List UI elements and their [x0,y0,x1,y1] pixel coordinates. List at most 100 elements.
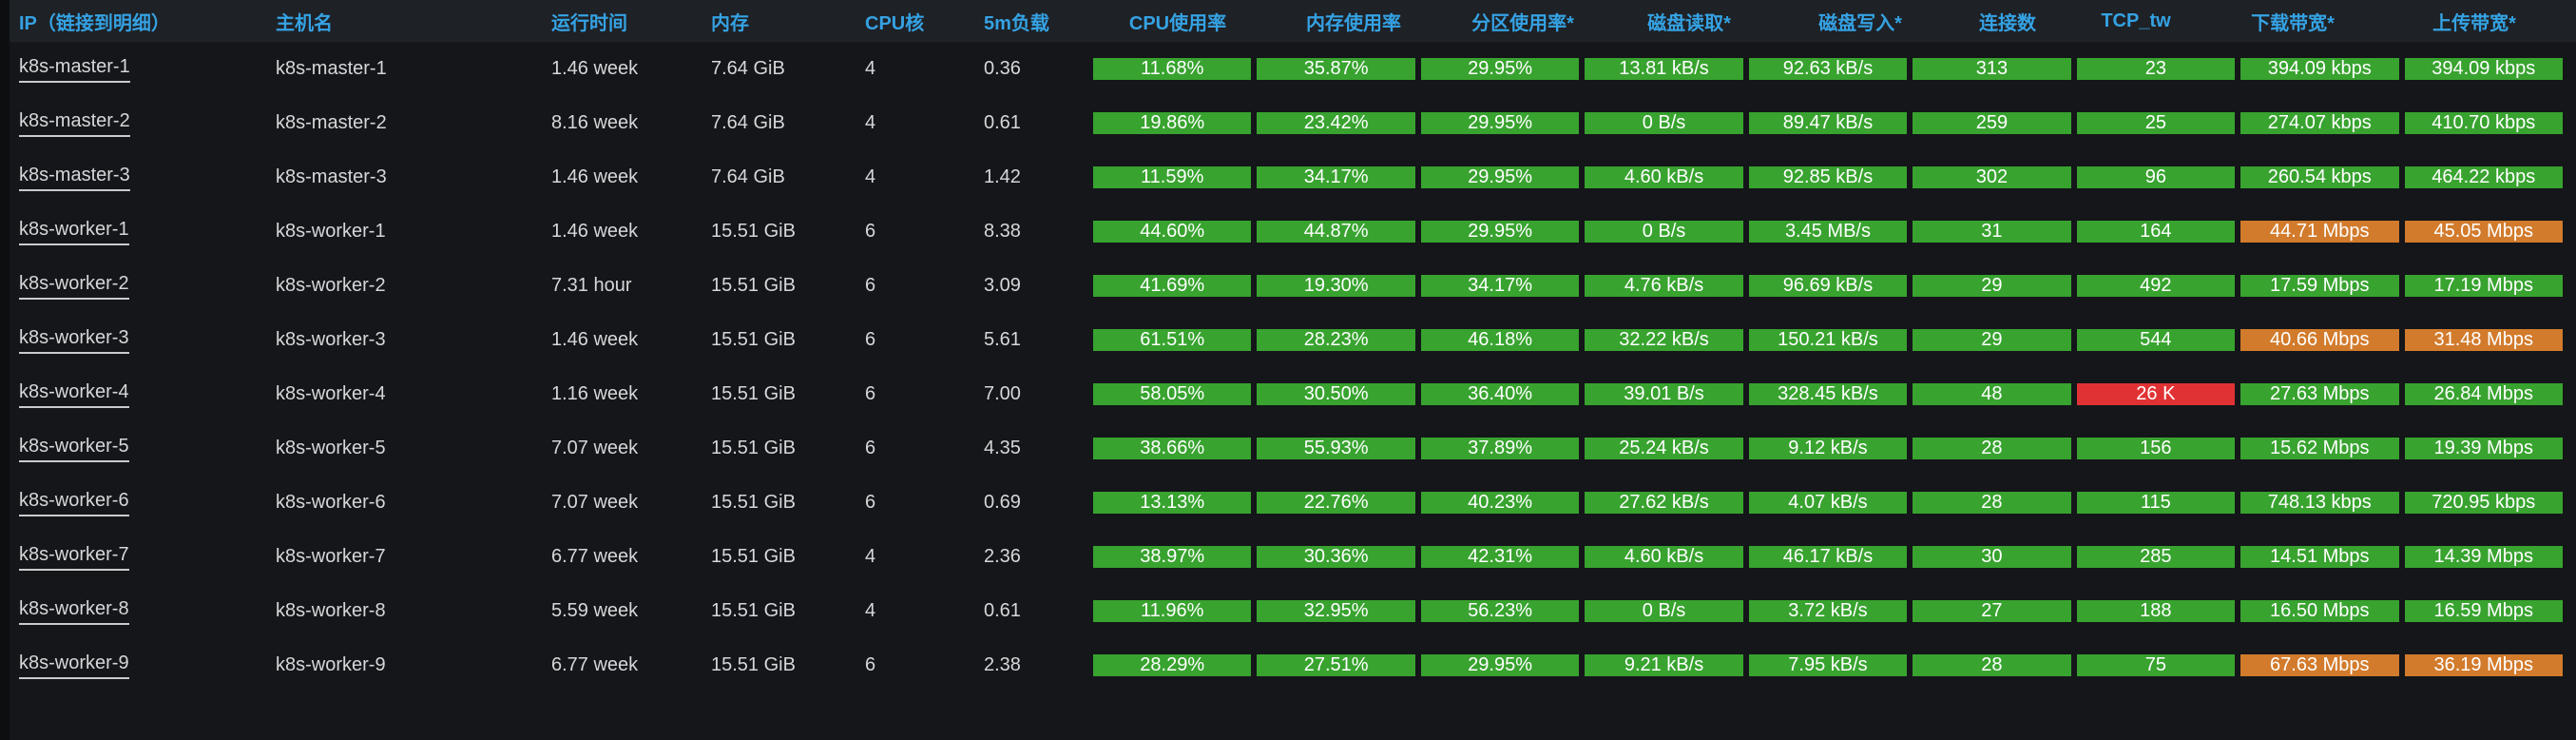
cell-part: 36.40% [1418,367,1582,421]
node-detail-link[interactable]: k8s-master-3 [19,165,130,191]
col-header-mem[interactable]: 内存使用率 [1306,12,1401,34]
threshold-value-cell: 23.42% [1257,112,1415,134]
col-header-tcptw[interactable]: TCP_tw [2101,10,2171,31]
cell-text: k8s-worker-8 [276,600,386,621]
cell-ip: k8s-worker-5 [10,421,266,476]
threshold-value-cell: 44.71 Mbps [2240,221,2399,243]
col-header-dwrite[interactable]: 磁盘写入* [1818,12,1902,34]
node-detail-link[interactable]: k8s-worker-9 [19,652,129,679]
cell-down: 15.62 Mbps [2238,421,2401,476]
threshold-value-cell: 27 [1913,600,2071,622]
cell-load5m: 0.69 [974,476,1090,530]
cell-hostname: k8s-worker-6 [266,476,542,530]
cell-uptime: 6.77 week [542,638,702,692]
cell-ip: k8s-worker-9 [10,638,266,692]
node-detail-link[interactable]: k8s-master-1 [19,56,130,83]
col-header-hostname[interactable]: 主机名 [276,12,333,34]
node-detail-link[interactable]: k8s-worker-8 [19,598,129,625]
threshold-value-cell: 46.17 kB/s [1748,546,1908,568]
threshold-value-cell: 42.31% [1420,546,1580,568]
threshold-value-cell: 25.24 kB/s [1585,438,1743,459]
col-header-cpu[interactable]: CPU使用率 [1128,12,1227,34]
cell-conns: 27 [1910,584,2073,638]
table-row: k8s-worker-2 k8s-worker-2 7.31 hour 15.51 G… [10,259,2566,313]
cell-dread: 32.22 kB/s [1582,313,1745,367]
cell-up: 16.59 Mbps [2402,584,2566,638]
cell-hostname: k8s-worker-5 [266,421,542,476]
cell-text: 5.59 week [551,600,639,621]
threshold-value-cell: 26 K [2076,383,2236,405]
node-table: IP（链接到明细） 主机名 运行时间 内存 CPU核 5m负载 CPU使用率 内存使用率 分区使… [10,0,2566,692]
node-detail-link[interactable]: k8s-master-2 [19,110,130,137]
threshold-value-cell: 55.93% [1257,438,1415,459]
col-header-ip[interactable]: IP（链接到明细） [19,12,170,34]
col-header-uptime[interactable]: 运行时间 [551,12,627,34]
threshold-value-cell: 19.39 Mbps [2404,438,2563,459]
threshold-value-cell: 44.60% [1093,221,1252,243]
cell-text: 6 [865,492,876,513]
cell-tcptw: 75 [2074,638,2238,692]
node-detail-link[interactable]: k8s-worker-1 [19,219,129,245]
cell-mem: 32.95% [1254,584,1417,638]
cell-cores: 6 [855,421,974,476]
cell-memory: 7.64 GiB [702,96,855,150]
cell-text: 15.51 GiB [711,654,796,675]
threshold-value-cell: 31.48 Mbps [2404,329,2563,351]
threshold-value-cell: 23 [2076,58,2236,80]
threshold-value-cell: 544 [2076,329,2236,351]
cell-dwrite: 92.63 kB/s [1746,42,1910,96]
cell-mem: 22.76% [1254,476,1417,530]
cell-text: 15.51 GiB [711,600,796,621]
threshold-value-cell: 14.51 Mbps [2240,546,2399,568]
col-header-part[interactable]: 分区使用率* [1471,12,1574,34]
node-detail-link[interactable]: k8s-worker-3 [19,327,129,354]
cell-uptime: 8.16 week [542,96,702,150]
cell-part: 29.95% [1418,638,1582,692]
cell-conns: 28 [1910,638,2073,692]
cell-up: 26.84 Mbps [2402,367,2566,421]
cell-conns: 28 [1910,421,2073,476]
cell-up: 720.95 kbps [2402,476,2566,530]
cell-ip: k8s-worker-8 [10,584,266,638]
col-header-memory[interactable]: 内存 [711,12,749,34]
threshold-value-cell: 748.13 kbps [2240,492,2399,514]
cell-text: 15.51 GiB [711,329,796,350]
col-header-up[interactable]: 上传带宽* [2432,12,2516,34]
threshold-value-cell: 48 [1913,383,2071,405]
cell-text: 7.64 GiB [711,58,785,79]
threshold-value-cell: 29.95% [1420,112,1580,134]
cell-cores: 6 [855,259,974,313]
col-header-down[interactable]: 下载带宽* [2251,12,2335,34]
col-header-cores[interactable]: CPU核 [865,12,925,34]
threshold-value-cell: 4.76 kB/s [1585,275,1743,297]
col-header-conns[interactable]: 连接数 [1979,12,2036,34]
col-header-load5m[interactable]: 5m负载 [984,12,1049,34]
cell-uptime: 1.16 week [542,367,702,421]
threshold-value-cell: 56.23% [1420,600,1580,622]
col-header-dread[interactable]: 磁盘读取* [1647,12,1731,34]
node-detail-link[interactable]: k8s-worker-2 [19,273,129,300]
cell-up: 36.19 Mbps [2402,638,2566,692]
cell-ip: k8s-master-3 [10,150,266,204]
cell-uptime: 5.59 week [542,584,702,638]
node-detail-link[interactable]: k8s-worker-4 [19,381,129,408]
cell-text: 8.38 [984,221,1021,242]
node-detail-link[interactable]: k8s-worker-7 [19,544,129,571]
cell-cores: 4 [855,530,974,584]
cell-ip: k8s-master-1 [10,42,266,96]
cell-down: 748.13 kbps [2238,476,2401,530]
node-detail-link[interactable]: k8s-worker-5 [19,436,129,462]
cell-tcptw: 285 [2074,530,2238,584]
threshold-value-cell: 28 [1913,654,2071,676]
cell-load5m: 7.00 [974,367,1090,421]
cell-text: k8s-master-3 [276,166,387,187]
threshold-value-cell: 75 [2076,654,2236,676]
cell-conns: 302 [1910,150,2073,204]
cell-memory: 15.51 GiB [702,584,855,638]
cell-memory: 15.51 GiB [702,476,855,530]
cell-conns: 259 [1910,96,2073,150]
threshold-value-cell: 34.17% [1420,275,1580,297]
cell-cpu: 61.51% [1090,313,1254,367]
cell-ip: k8s-master-2 [10,96,266,150]
node-detail-link[interactable]: k8s-worker-6 [19,490,129,516]
